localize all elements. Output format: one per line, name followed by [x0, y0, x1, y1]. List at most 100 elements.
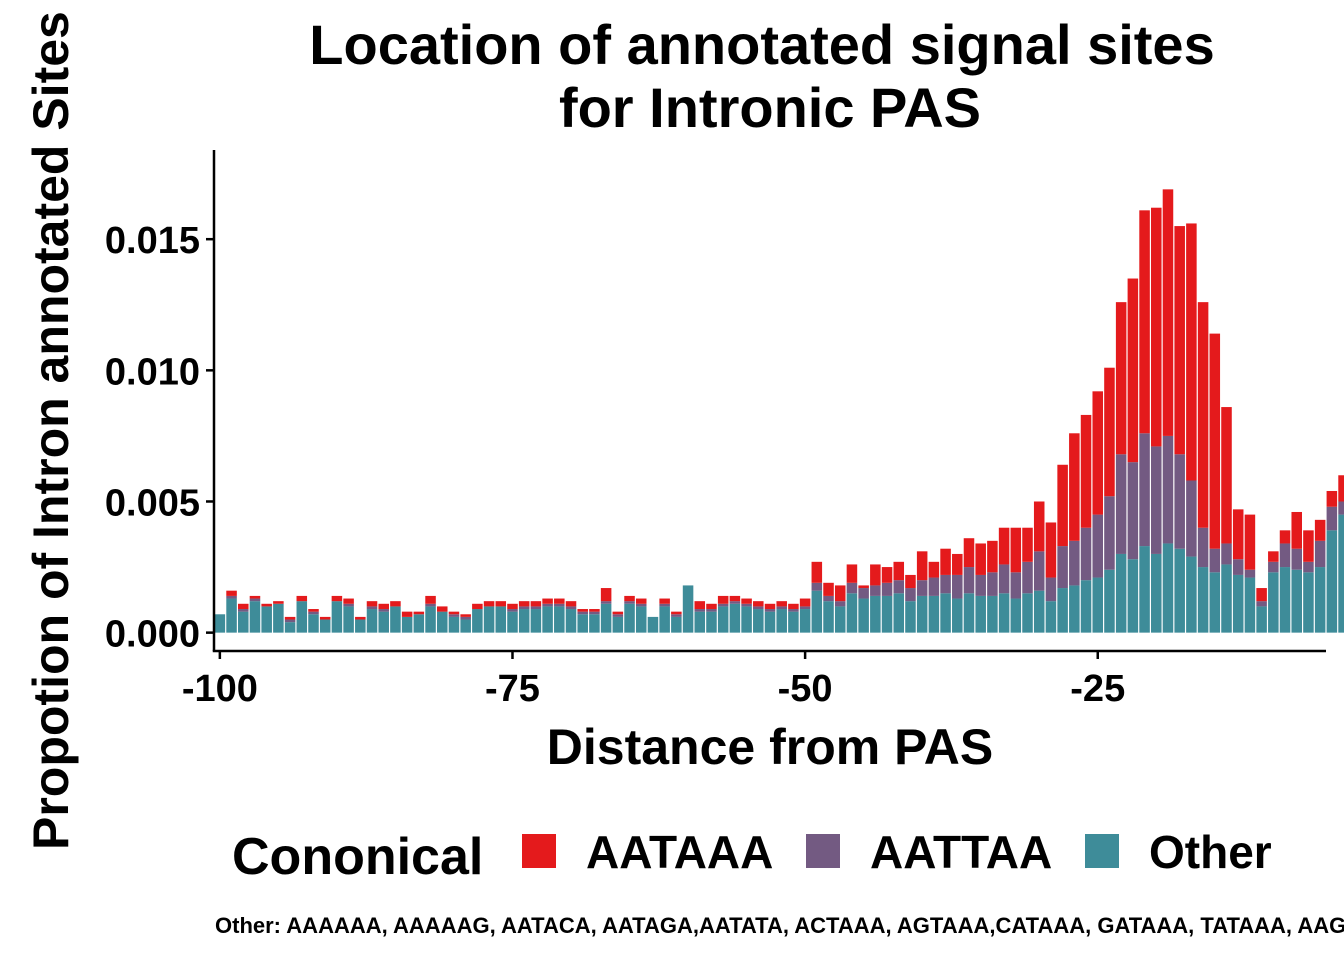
bar-aattaa--13 — [1232, 559, 1244, 575]
bar-other--99 — [226, 598, 237, 633]
bar-other--53 — [764, 611, 776, 633]
bar-aataaa--86 — [378, 603, 389, 610]
legend-label-aataaa: AATAAA — [586, 826, 773, 878]
bar-aataaa--40 — [916, 551, 928, 581]
bar-other--54 — [753, 609, 764, 633]
bar-aataaa--6 — [1314, 519, 1326, 541]
bar-other--47 — [834, 606, 846, 633]
legend: Cononical AATAAA AATTAA Other — [232, 826, 1272, 886]
x-axis-ticks: -100 -75 -50 -25 — [182, 651, 1125, 710]
bar-aataaa--30 — [1033, 501, 1045, 552]
bar-other--20 — [1151, 553, 1162, 633]
bar-aattaa--22 — [1127, 462, 1139, 560]
bar-aattaa--67 — [600, 601, 612, 604]
bar-other--49 — [811, 590, 823, 633]
x-axis-title: Distance from PAS — [547, 719, 993, 775]
bar-aataaa--24 — [1104, 367, 1115, 497]
bar-aattaa--9 — [1279, 543, 1291, 568]
bar-aataaa--80 — [448, 611, 460, 615]
bar-aattaa--6 — [1314, 540, 1326, 568]
bar-other--79 — [460, 619, 471, 633]
bar-aataaa--61 — [671, 611, 682, 615]
bar-other--34 — [987, 595, 998, 633]
bar-other--36 — [963, 593, 975, 633]
bar-aattaa--5 — [1326, 506, 1338, 531]
bar-aataaa--32 — [1010, 527, 1022, 573]
bar-other--33 — [998, 593, 1010, 633]
bar-other--28 — [1057, 588, 1068, 633]
bar-other--24 — [1104, 569, 1115, 633]
bar-other--74 — [518, 609, 530, 633]
bar-aattaa--57 — [717, 603, 729, 607]
bar-other--76 — [495, 606, 507, 633]
bar-other--38 — [940, 593, 951, 633]
bar-other--85 — [390, 606, 401, 633]
bar-other--19 — [1162, 543, 1174, 633]
legend-key-other — [1085, 834, 1119, 868]
bar-aattaa--45 — [858, 588, 869, 599]
bar-other--32 — [1010, 598, 1022, 633]
bar-aattaa--46 — [846, 582, 858, 594]
bar-other--64 — [635, 606, 647, 633]
bar-aattaa--86 — [378, 609, 389, 612]
bar-other--93 — [296, 601, 308, 633]
bar-aataaa--15 — [1209, 333, 1221, 549]
y-tick-label: 0.005 — [105, 482, 200, 524]
bar-other--9 — [1279, 567, 1291, 633]
bar-aataaa--72 — [542, 598, 553, 604]
bar-aattaa--75 — [507, 609, 518, 612]
bar-aattaa--94 — [284, 619, 296, 623]
bar-aattaa--64 — [635, 603, 647, 607]
bar-aattaa--38 — [940, 574, 951, 594]
bar-aataaa--92 — [308, 609, 319, 612]
bar-aattaa--79 — [460, 616, 471, 620]
bar-aataaa--23 — [1115, 302, 1127, 455]
bar-aataaa--97 — [249, 595, 261, 599]
bar-other--50 — [799, 609, 811, 633]
bar-other--43 — [881, 595, 893, 633]
bar-other--44 — [870, 595, 881, 633]
bar-other--90 — [331, 601, 343, 633]
bar-aataaa--98 — [238, 603, 249, 610]
bar-aataaa--96 — [261, 603, 272, 607]
bar-aataaa--78 — [472, 603, 483, 610]
bar-aattaa--11 — [1256, 601, 1267, 607]
bar-aattaa--26 — [1080, 527, 1092, 581]
bar-other--22 — [1127, 559, 1139, 633]
bar-aataaa--81 — [436, 606, 448, 612]
bar-aataaa--84 — [401, 611, 413, 617]
bar-other--69 — [577, 614, 588, 633]
bar-aataaa--67 — [600, 588, 612, 602]
bar-aattaa--4 — [1338, 501, 1344, 515]
bar-aattaa--10 — [1268, 561, 1279, 573]
bar-aataaa--39 — [928, 561, 940, 578]
bar-aataaa--45 — [858, 585, 869, 589]
bar-aataaa--70 — [565, 601, 577, 607]
bar-aattaa--34 — [987, 572, 998, 596]
bar-aataaa--44 — [870, 564, 881, 586]
legend-label-aattaa: AATTAA — [870, 826, 1052, 878]
bar-aattaa--51 — [788, 609, 799, 612]
bar-aataaa--58 — [706, 603, 717, 610]
bar-aataaa--91 — [319, 616, 331, 620]
bar-other--46 — [846, 593, 858, 633]
bar-aattaa--23 — [1115, 454, 1127, 554]
bar-aattaa--24 — [1104, 496, 1115, 570]
bar-aattaa--99 — [226, 595, 237, 599]
bar-aattaa--56 — [729, 601, 741, 604]
bar-aataaa--55 — [741, 598, 752, 604]
bar-aattaa--14 — [1221, 543, 1232, 565]
bar-other--62 — [659, 606, 670, 633]
bar-other--81 — [436, 611, 448, 633]
bar-layer — [214, 189, 1344, 633]
bar-aattaa--44 — [870, 585, 881, 596]
bar-aattaa--72 — [542, 603, 553, 607]
bar-aataaa--90 — [331, 595, 343, 602]
bar-aattaa--87 — [366, 606, 378, 610]
bar-other--70 — [565, 609, 577, 633]
bar-other--8 — [1291, 569, 1302, 633]
bar-aataaa--95 — [273, 601, 284, 604]
bar-aataaa--5 — [1326, 490, 1338, 507]
bar-other--75 — [507, 611, 518, 633]
bar-aattaa--54 — [753, 606, 764, 610]
